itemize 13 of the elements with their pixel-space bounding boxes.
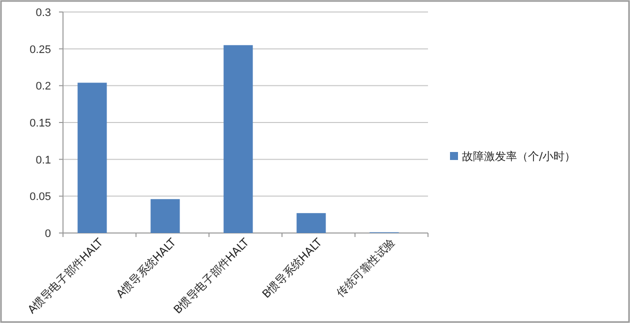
- y-tick-label: 0.15: [30, 118, 51, 130]
- y-tick-label: 0.1: [36, 154, 51, 166]
- y-tick-label: 0.2: [36, 80, 51, 93]
- y-tick-label: 0.3: [36, 7, 51, 19]
- y-tick-label: 0.25: [30, 44, 51, 56]
- bar: [296, 213, 326, 233]
- x-tick-label: 传统可靠性试验: [334, 236, 398, 300]
- y-tick-label: 0.05: [30, 191, 51, 204]
- bar: [224, 45, 253, 233]
- y-tick-label: 0: [44, 228, 51, 240]
- bar: [78, 82, 107, 233]
- bar: [150, 199, 180, 233]
- legend-label: 故障激发率（个/小时）: [462, 150, 576, 163]
